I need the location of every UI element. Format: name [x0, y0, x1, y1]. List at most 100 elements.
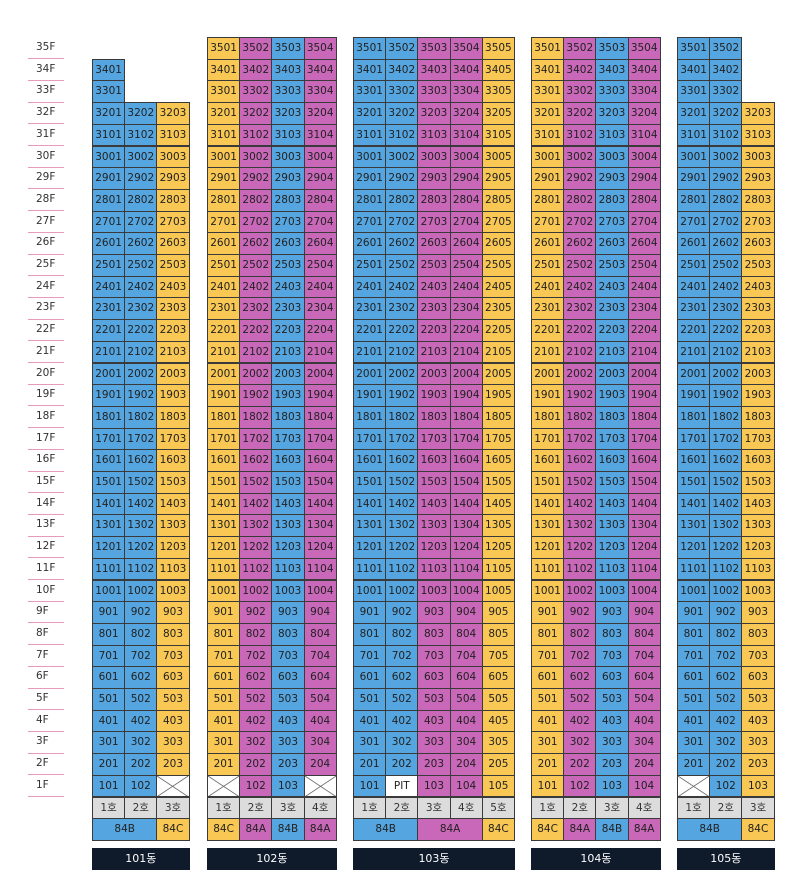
unit-cell[interactable]: 1504 [627, 471, 661, 494]
unit-cell[interactable]: 2501 [531, 254, 565, 277]
unit-cell[interactable]: 502 [563, 688, 597, 711]
unit-cell[interactable]: 903 [417, 601, 451, 624]
unit-cell[interactable]: 1101 [207, 557, 241, 581]
unit-cell[interactable]: 3501 [531, 37, 565, 60]
unit-cell[interactable]: 1702 [709, 427, 743, 451]
unit-cell[interactable]: 701 [531, 644, 565, 668]
unit-cell[interactable]: 404 [449, 709, 483, 733]
unit-cell[interactable]: 1701 [353, 427, 387, 451]
unit-cell[interactable]: 2101 [353, 340, 387, 364]
unit-cell[interactable]: 1001 [353, 579, 387, 603]
unit-cell[interactable]: 1602 [239, 449, 273, 472]
unit-cell[interactable]: 2203 [741, 319, 775, 342]
unit-cell[interactable]: 2801 [677, 188, 711, 212]
unit-cell[interactable]: 503 [741, 688, 775, 711]
unit-cell[interactable]: 1601 [353, 449, 387, 472]
unit-cell[interactable]: 1302 [709, 514, 743, 538]
unit-cell[interactable]: 404 [627, 709, 661, 733]
unit-cell[interactable]: 2302 [709, 297, 743, 321]
unit-cell[interactable]: 803 [417, 622, 451, 646]
unit-cell[interactable]: 902 [709, 601, 743, 624]
unit-cell[interactable]: 102 [239, 774, 273, 798]
unit-cell[interactable]: 1304 [303, 514, 337, 538]
unit-cell[interactable]: 2501 [207, 254, 241, 277]
unit-cell[interactable]: 1004 [449, 579, 483, 603]
unit-cell[interactable]: 2704 [449, 210, 483, 234]
unit-cell[interactable]: 2502 [385, 254, 419, 277]
unit-cell[interactable]: 2102 [239, 340, 273, 364]
unit-cell[interactable]: 1802 [709, 405, 743, 429]
unit-cell[interactable]: 2903 [156, 167, 190, 190]
unit-cell[interactable]: 703 [417, 644, 451, 668]
unit-cell[interactable]: 2301 [677, 297, 711, 321]
unit-cell[interactable]: 3202 [124, 102, 158, 125]
unit-cell[interactable]: 1901 [353, 384, 387, 407]
unit-cell[interactable]: 2402 [563, 275, 597, 299]
unit-cell[interactable]: 501 [353, 688, 387, 711]
unit-cell[interactable]: 3103 [271, 123, 305, 147]
unit-cell[interactable]: 1001 [207, 579, 241, 603]
unit-cell[interactable]: 2503 [156, 254, 190, 277]
unit-cell[interactable]: 3502 [385, 37, 419, 60]
unit-cell[interactable]: 1401 [531, 492, 565, 516]
unit-cell[interactable]: 2402 [709, 275, 743, 299]
unit-cell[interactable]: 901 [353, 601, 387, 624]
unit-cell[interactable]: 1001 [531, 579, 565, 603]
unit-cell[interactable]: 2302 [563, 297, 597, 321]
unit-cell[interactable]: 1202 [385, 536, 419, 559]
unit-cell[interactable]: 402 [563, 709, 597, 733]
unit-cell[interactable]: 2804 [303, 188, 337, 212]
unit-cell[interactable]: 2203 [271, 319, 305, 342]
unit-cell[interactable]: 601 [353, 666, 387, 689]
unit-cell[interactable]: 1903 [417, 384, 451, 407]
unit-cell[interactable]: 1104 [627, 557, 661, 581]
unit-cell[interactable]: 3004 [303, 145, 337, 169]
unit-cell[interactable]: 1004 [627, 579, 661, 603]
unit-cell[interactable]: 2705 [481, 210, 515, 234]
unit-cell[interactable]: 502 [239, 688, 273, 711]
unit-cell[interactable]: 1201 [92, 536, 126, 559]
unit-cell[interactable]: 2803 [595, 188, 629, 212]
unit-cell[interactable]: 1501 [531, 471, 565, 494]
unit-cell[interactable]: 203 [271, 753, 305, 776]
unit-cell[interactable]: 302 [239, 731, 273, 755]
unit-cell[interactable]: 3303 [595, 80, 629, 104]
unit-cell[interactable]: 205 [481, 753, 515, 776]
unit-cell[interactable]: 2701 [531, 210, 565, 234]
unit-cell[interactable]: 503 [595, 688, 629, 711]
unit-cell[interactable]: 1103 [417, 557, 451, 581]
unit-cell[interactable]: 2201 [353, 319, 387, 342]
unit-cell[interactable]: 2001 [207, 362, 241, 386]
unit-cell[interactable]: 605 [481, 666, 515, 689]
unit-cell[interactable]: 905 [481, 601, 515, 624]
unit-cell[interactable]: 403 [271, 709, 305, 733]
unit-cell[interactable]: 503 [417, 688, 451, 711]
unit-cell[interactable]: 3301 [207, 80, 241, 104]
unit-cell[interactable]: 301 [677, 731, 711, 755]
unit-cell[interactable]: 1503 [156, 471, 190, 494]
unit-cell[interactable]: 1403 [741, 492, 775, 516]
unit-cell[interactable]: 1502 [709, 471, 743, 494]
unit-cell[interactable]: 204 [303, 753, 337, 776]
unit-cell[interactable]: 2601 [92, 232, 126, 255]
unit-cell[interactable]: 2904 [449, 167, 483, 190]
unit-cell[interactable]: 2703 [156, 210, 190, 234]
unit-cell[interactable]: 102 [124, 774, 158, 798]
unit-cell[interactable]: 1102 [124, 557, 158, 581]
unit-cell[interactable]: 2004 [449, 362, 483, 386]
unit-cell[interactable]: 1804 [449, 405, 483, 429]
unit-cell[interactable]: 3002 [385, 145, 419, 169]
unit-cell[interactable]: 1002 [239, 579, 273, 603]
unit-cell[interactable]: 101 [92, 774, 126, 798]
unit-cell[interactable]: 2704 [303, 210, 337, 234]
unit-cell[interactable]: 2804 [449, 188, 483, 212]
unit-cell[interactable]: 3502 [709, 37, 743, 60]
unit-cell[interactable]: 1602 [124, 449, 158, 472]
unit-cell[interactable]: 904 [449, 601, 483, 624]
unit-cell[interactable]: 3405 [481, 58, 515, 82]
unit-cell[interactable]: 3504 [449, 37, 483, 60]
unit-cell[interactable]: 1405 [481, 492, 515, 516]
unit-cell[interactable]: 3102 [709, 123, 743, 147]
unit-cell[interactable]: 2905 [481, 167, 515, 190]
unit-cell[interactable]: 3304 [627, 80, 661, 104]
